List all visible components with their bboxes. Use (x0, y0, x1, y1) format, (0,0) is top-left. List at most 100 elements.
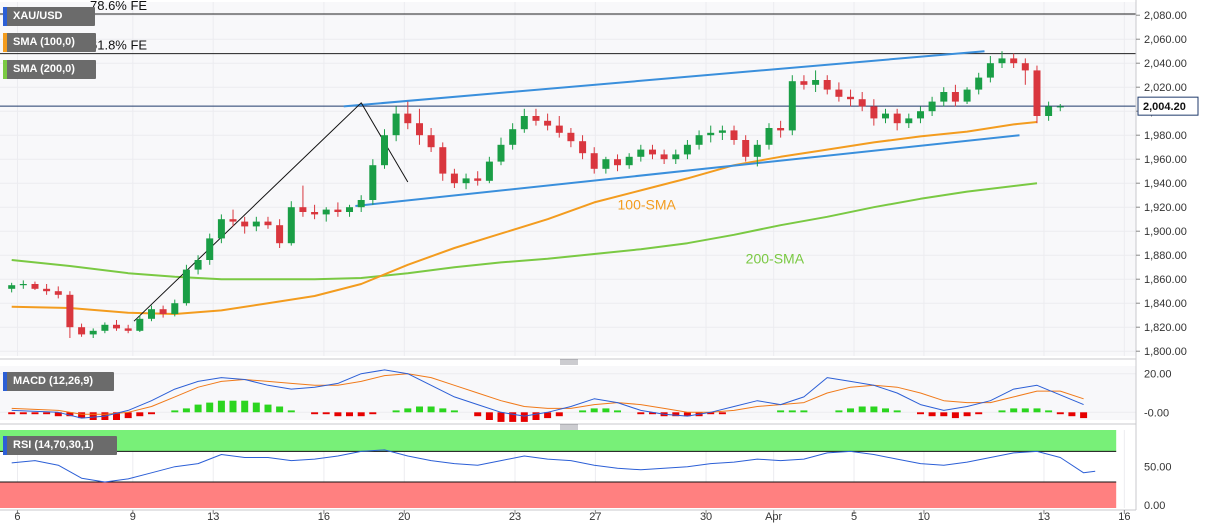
candle-body (89, 330, 97, 335)
macd-histogram-bar (194, 404, 202, 413)
candle-body (509, 129, 517, 145)
sma100-line (11, 121, 1038, 315)
macd-histogram-bar (637, 412, 645, 415)
macd-histogram-bar (520, 412, 528, 422)
y-tick-label: 1,960.00 (1144, 154, 1187, 166)
macd-histogram-bar (124, 412, 132, 419)
rsi-y-tick-label: 50.00 (1144, 462, 1172, 474)
candle-body (672, 154, 680, 160)
candle-body (439, 147, 447, 174)
macd-histogram-bar (1080, 412, 1088, 419)
macd-histogram-bar (555, 412, 563, 417)
macd-histogram-bar (8, 412, 16, 415)
x-tick-label: 5 (851, 511, 857, 523)
last-price-tag (1137, 96, 1199, 116)
candle-body (823, 80, 831, 90)
candle-body (602, 159, 610, 169)
rsi-line (11, 449, 1096, 483)
y-tick-label: 1,900.00 (1144, 226, 1187, 238)
candle-body (206, 238, 214, 260)
macd-histogram-bar (171, 410, 179, 413)
candle-body (264, 221, 272, 226)
candle-body (1045, 106, 1053, 116)
channel-lower-line (355, 134, 1020, 207)
rsi-oversold-zone (0, 482, 1117, 508)
candle-body (532, 116, 540, 121)
macd-line (11, 369, 1084, 419)
macd-histogram-bar (19, 412, 27, 415)
candle-body (718, 130, 726, 133)
candle-body (963, 89, 971, 102)
y-tick-label: 2,020.00 (1144, 82, 1187, 94)
macd-histogram-bar (975, 412, 983, 415)
macd-histogram-bar (1033, 408, 1041, 413)
macd-histogram-bar (614, 410, 621, 413)
candle-body (136, 318, 144, 331)
macd-histogram-bar (800, 410, 808, 413)
candle-body (357, 200, 365, 208)
candle-body (765, 128, 773, 145)
fib-level-label: 78.6% FE (90, 0, 147, 13)
y-tick-label: 1,820.00 (1144, 322, 1187, 334)
candle-body (835, 89, 843, 97)
candle-body (1056, 106, 1064, 108)
macd-histogram-bar (509, 412, 517, 422)
x-tick-label: 10 (918, 511, 930, 523)
symbol-legend[interactable]: XAU/USD (3, 7, 95, 26)
candle-body (19, 284, 27, 286)
macd-histogram-bar (683, 412, 691, 417)
candle-body (416, 123, 423, 136)
candle-body (788, 81, 796, 131)
macd-histogram-bar (241, 400, 249, 413)
candle-body (777, 128, 785, 131)
macd-histogram-bar (450, 410, 458, 413)
candle-body (497, 144, 505, 162)
rsi-legend[interactable]: RSI (14,70,30,1) (3, 436, 117, 455)
macd-histogram-bar (590, 408, 598, 413)
candle-body (975, 77, 983, 90)
candle-body (474, 178, 482, 181)
symbol-swatch (3, 7, 7, 26)
candle-body (276, 225, 284, 244)
macd-histogram-bar (392, 410, 400, 413)
macd-histogram-bar (788, 410, 796, 413)
macd-histogram-bar (1010, 408, 1018, 413)
macd-histogram-bar (1045, 410, 1053, 413)
candle-body (695, 135, 703, 145)
candle-body (299, 207, 307, 212)
candle-body (31, 284, 39, 289)
candle-body (1033, 70, 1041, 116)
macd-histogram-bar (66, 412, 74, 417)
macd-histogram-bar (311, 412, 319, 415)
macd-histogram-bar (322, 412, 330, 415)
candle-body (113, 324, 120, 329)
sma200-legend[interactable]: SMA (200,0) (3, 60, 96, 79)
macd-histogram-bar (78, 412, 86, 419)
candle-body (742, 140, 750, 157)
candle-body (381, 135, 388, 166)
candle-body (590, 153, 598, 169)
candle-body (870, 106, 878, 119)
sma100-legend[interactable]: SMA (100,0) (3, 33, 96, 52)
macd-histogram-bar (544, 412, 552, 419)
candle-body (124, 328, 132, 331)
macd-histogram-bar (1056, 412, 1064, 415)
macd-histogram-bar (439, 408, 447, 413)
candle-body (637, 149, 645, 157)
candle-body (707, 132, 715, 136)
y-tick-label: 2,060.00 (1144, 34, 1187, 46)
candle-body (940, 92, 948, 102)
candle-body (159, 309, 167, 314)
macd-legend[interactable]: MACD (12,26,9) (3, 372, 114, 391)
fib-level-label: 61.8% FE (90, 38, 147, 53)
sma200-label: SMA (200,0) (13, 63, 75, 75)
candle-body (182, 269, 190, 304)
candle-body (392, 113, 400, 136)
macd-histogram-bar (532, 412, 540, 420)
candle-body (66, 294, 74, 328)
candle-body (917, 111, 924, 119)
candle-body (43, 288, 51, 292)
rsi-y-tick-label: 0.00 (1144, 500, 1165, 512)
macd-histogram-bar (870, 406, 878, 413)
macd-histogram-bar (287, 410, 295, 413)
